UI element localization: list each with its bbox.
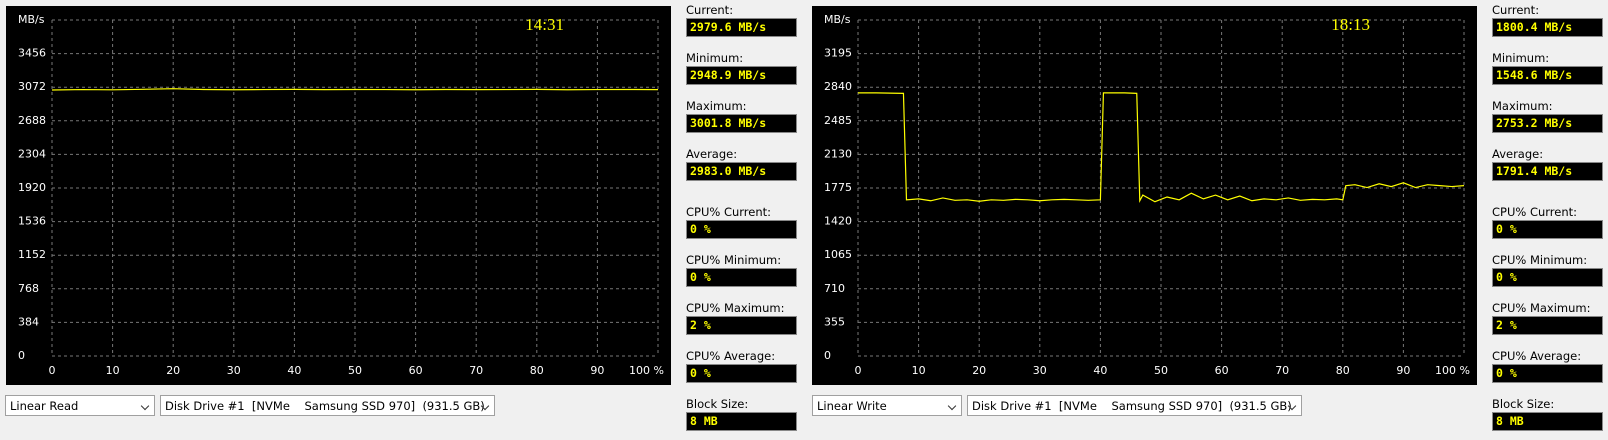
stat-label: Current: bbox=[686, 3, 734, 17]
y-tick-label: 1152 bbox=[18, 248, 46, 261]
stat-value: 0 % bbox=[1492, 220, 1603, 239]
y-tick-label: 1536 bbox=[18, 215, 46, 228]
data-line bbox=[858, 92, 1465, 204]
stat-label: Minimum: bbox=[1492, 51, 1550, 65]
test-dropdown[interactable]: Linear Read bbox=[5, 395, 155, 416]
x-tick-label: 0 bbox=[855, 364, 862, 377]
stat-label: CPU% Average: bbox=[1492, 349, 1582, 363]
stat-label: Maximum: bbox=[686, 99, 747, 113]
stat-label: CPU% Minimum: bbox=[1492, 253, 1588, 267]
stat-label: Block Size: bbox=[686, 397, 749, 411]
stat-value: 0 % bbox=[686, 268, 797, 287]
y-axis-label: MB/s bbox=[824, 13, 851, 26]
x-tick-label: 100 % bbox=[629, 364, 664, 377]
stat-label: Current: bbox=[1492, 3, 1540, 17]
time-label: 18:13 bbox=[1331, 15, 1370, 34]
x-tick-label: 50 bbox=[1154, 364, 1168, 377]
y-tick-label: 2130 bbox=[824, 147, 852, 160]
chart: MB/s 0 355 710 1065 1420 1775 2130 2485 2840 3195 0… bbox=[824, 13, 1470, 377]
y-tick-label: 2304 bbox=[18, 147, 46, 160]
stat-value: 2979.6 MB/s bbox=[686, 18, 797, 37]
stat-value: 8 MB bbox=[1492, 412, 1603, 431]
x-tick-label: 60 bbox=[1215, 364, 1229, 377]
x-tick-label: 80 bbox=[530, 364, 544, 377]
x-tick-label: 20 bbox=[972, 364, 986, 377]
y-tick-label: 2840 bbox=[824, 80, 852, 93]
y-tick-label: 1420 bbox=[824, 215, 852, 228]
time-label: 14:31 bbox=[525, 15, 564, 34]
y-tick-label: 1775 bbox=[824, 181, 852, 194]
y-tick-label: 2485 bbox=[824, 114, 852, 127]
chart-panel: MB/s 0 355 710 1065 1420 1775 2130 2485 2840 3195 0… bbox=[812, 6, 1477, 385]
x-tick-label: 40 bbox=[287, 364, 301, 377]
y-tick-label: 1920 bbox=[18, 181, 46, 194]
stat-value: 2753.2 MB/s bbox=[1492, 114, 1603, 133]
stat-label: Block Size: bbox=[1492, 397, 1555, 411]
stat-value: 2 % bbox=[1492, 316, 1603, 335]
x-tick-label: 100 % bbox=[1435, 364, 1470, 377]
x-tick-label: 0 bbox=[49, 364, 56, 377]
chart: MB/s 0 384 768 1152 1536 1920 2304 2688 3072 3456 0… bbox=[18, 13, 664, 377]
stat-label: CPU% Average: bbox=[686, 349, 776, 363]
x-tick-label: 30 bbox=[227, 364, 241, 377]
x-tick-label: 70 bbox=[1275, 364, 1289, 377]
y-tick-label: 355 bbox=[824, 315, 845, 328]
x-tick-label: 90 bbox=[1396, 364, 1410, 377]
test-dropdown[interactable]: Linear Write bbox=[812, 395, 962, 416]
stat-value: 0 % bbox=[1492, 364, 1603, 383]
stat-label: Minimum: bbox=[686, 51, 744, 65]
stat-label: CPU% Minimum: bbox=[686, 253, 782, 267]
y-tick-label: 384 bbox=[18, 315, 39, 328]
y-tick-label: 2688 bbox=[18, 114, 46, 127]
stat-value: 1548.6 MB/s bbox=[1492, 66, 1603, 85]
stat-label: CPU% Current: bbox=[686, 205, 772, 219]
stat-value: 3001.8 MB/s bbox=[686, 114, 797, 133]
data-line bbox=[51, 88, 659, 91]
y-tick-label: 768 bbox=[18, 282, 39, 295]
x-tick-label: 40 bbox=[1093, 364, 1107, 377]
x-tick-label: 80 bbox=[1336, 364, 1350, 377]
y-tick-label: 3072 bbox=[18, 80, 46, 93]
chart-panel: MB/s 0 384 768 1152 1536 1920 2304 2688 3072 3456 0… bbox=[6, 6, 671, 385]
y-tick-label: 0 bbox=[18, 349, 25, 362]
x-tick-label: 30 bbox=[1033, 364, 1047, 377]
stat-value: 1800.4 MB/s bbox=[1492, 18, 1603, 37]
y-axis-label: MB/s bbox=[18, 13, 45, 26]
stat-label: CPU% Maximum: bbox=[686, 301, 785, 315]
y-tick-label: 3195 bbox=[824, 47, 852, 60]
stat-value: 0 % bbox=[1492, 268, 1603, 287]
stat-value: 0 % bbox=[686, 364, 797, 383]
x-tick-label: 70 bbox=[469, 364, 483, 377]
x-tick-label: 10 bbox=[912, 364, 926, 377]
stat-label: Average: bbox=[686, 147, 738, 161]
x-tick-label: 10 bbox=[106, 364, 120, 377]
stat-value: 2948.9 MB/s bbox=[686, 66, 797, 85]
x-tick-label: 90 bbox=[590, 364, 604, 377]
stat-label: Maximum: bbox=[1492, 99, 1553, 113]
drive-dropdown[interactable]: Disk Drive #1 [NVMe Samsung SSD 970] (93… bbox=[160, 395, 495, 416]
y-tick-label: 1065 bbox=[824, 248, 852, 261]
stat-value: 8 MB bbox=[686, 412, 797, 431]
stat-label: Average: bbox=[1492, 147, 1544, 161]
x-tick-label: 50 bbox=[348, 364, 362, 377]
y-tick-label: 710 bbox=[824, 282, 845, 295]
stat-value: 0 % bbox=[686, 220, 797, 239]
stat-value: 2983.0 MB/s bbox=[686, 162, 797, 181]
y-tick-label: 0 bbox=[824, 349, 831, 362]
stat-value: 1791.4 MB/s bbox=[1492, 162, 1603, 181]
y-tick-label: 3456 bbox=[18, 47, 46, 60]
stat-label: CPU% Current: bbox=[1492, 205, 1578, 219]
drive-dropdown[interactable]: Disk Drive #1 [NVMe Samsung SSD 970] (93… bbox=[967, 395, 1302, 416]
x-tick-label: 20 bbox=[166, 364, 180, 377]
stat-label: CPU% Maximum: bbox=[1492, 301, 1591, 315]
stat-value: 2 % bbox=[686, 316, 797, 335]
x-tick-label: 60 bbox=[409, 364, 423, 377]
